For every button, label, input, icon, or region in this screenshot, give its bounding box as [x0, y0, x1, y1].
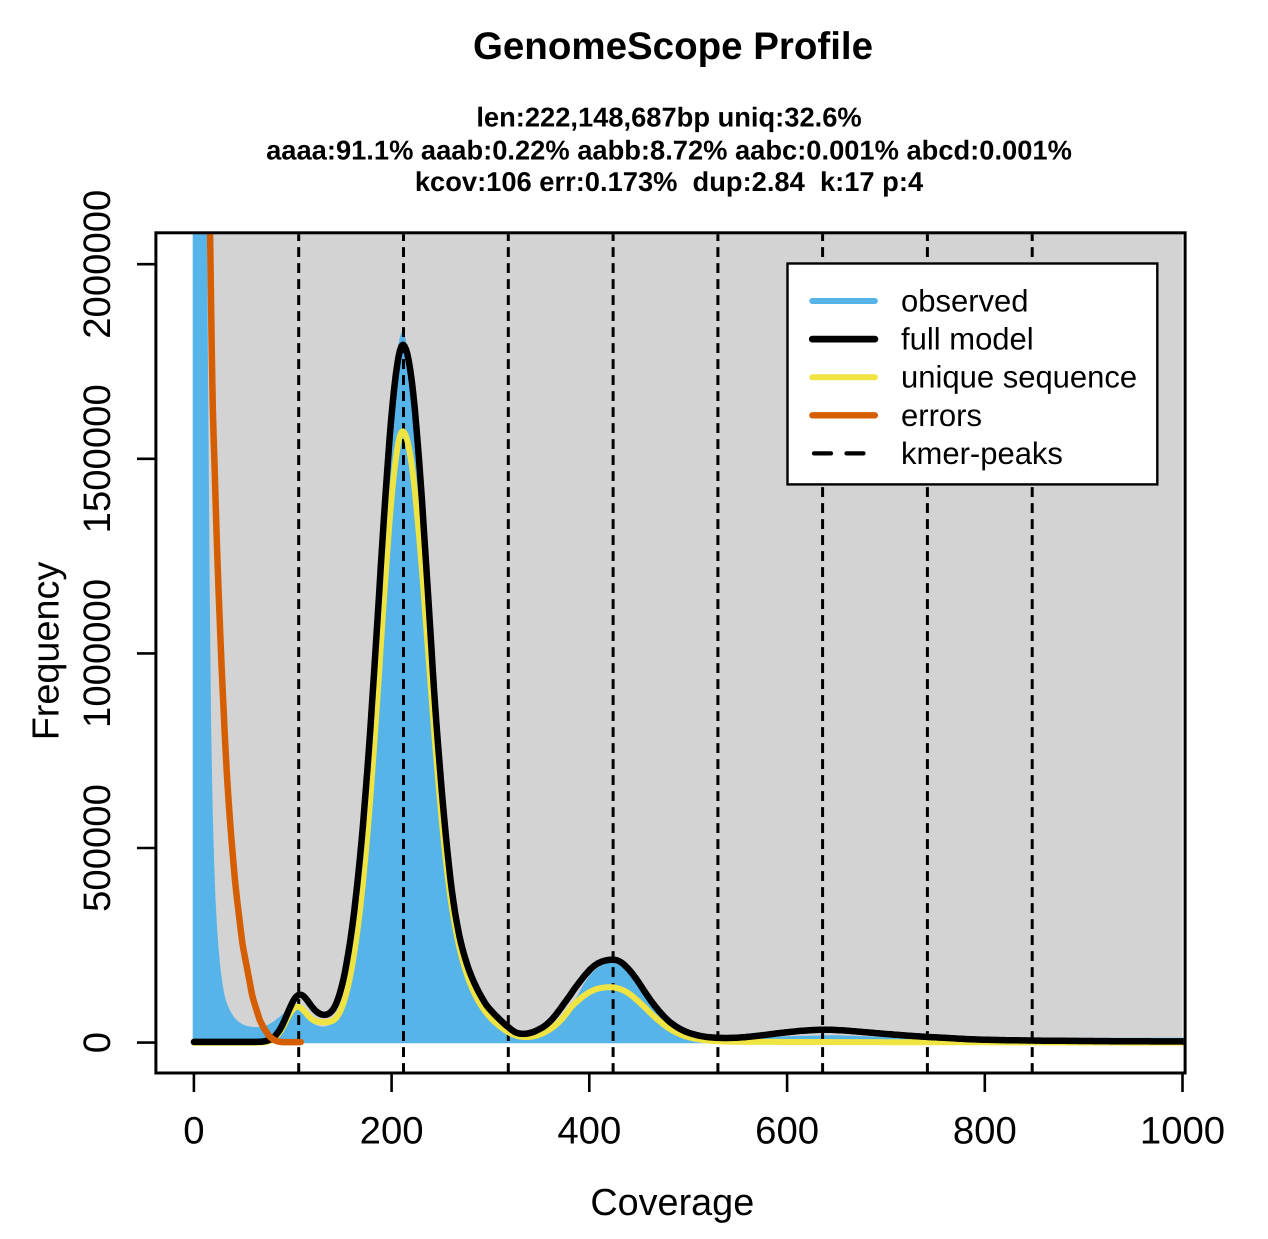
svg-text:400: 400 [557, 1110, 621, 1153]
svg-text:500000: 500000 [76, 784, 119, 912]
svg-text:Frequency: Frequency [26, 562, 68, 741]
svg-text:0: 0 [76, 1032, 119, 1053]
svg-text:full model: full model [901, 322, 1034, 357]
svg-text:Coverage: Coverage [590, 1182, 754, 1224]
svg-text:1000000: 1000000 [76, 579, 119, 728]
svg-text:2000000: 2000000 [76, 190, 119, 339]
svg-text:200: 200 [360, 1110, 424, 1153]
svg-text:GenomeScope Profile: GenomeScope Profile [473, 25, 873, 68]
svg-text:0: 0 [183, 1110, 204, 1153]
svg-text:kcov:106 err:0.173% dup:2.84: kcov:106 err:0.173% dup:2.84 k:17 p:4 [415, 166, 924, 197]
svg-text:aaaa:91.1% aaab:0.22% aabb:8.7: aaaa:91.1% aaab:0.22% aabb:8.72% aabc:0.… [266, 135, 1072, 166]
svg-text:observed: observed [901, 284, 1029, 319]
svg-text:errors: errors [901, 398, 982, 433]
svg-text:kmer-peaks: kmer-peaks [901, 436, 1063, 471]
svg-text:1500000: 1500000 [76, 384, 119, 533]
svg-text:800: 800 [953, 1110, 1017, 1153]
svg-text:unique sequence: unique sequence [901, 360, 1137, 395]
svg-text:len:222,148,687bp uniq:32.6%: len:222,148,687bp uniq:32.6% [476, 102, 861, 133]
svg-text:1000: 1000 [1140, 1110, 1225, 1153]
svg-text:600: 600 [755, 1110, 819, 1153]
